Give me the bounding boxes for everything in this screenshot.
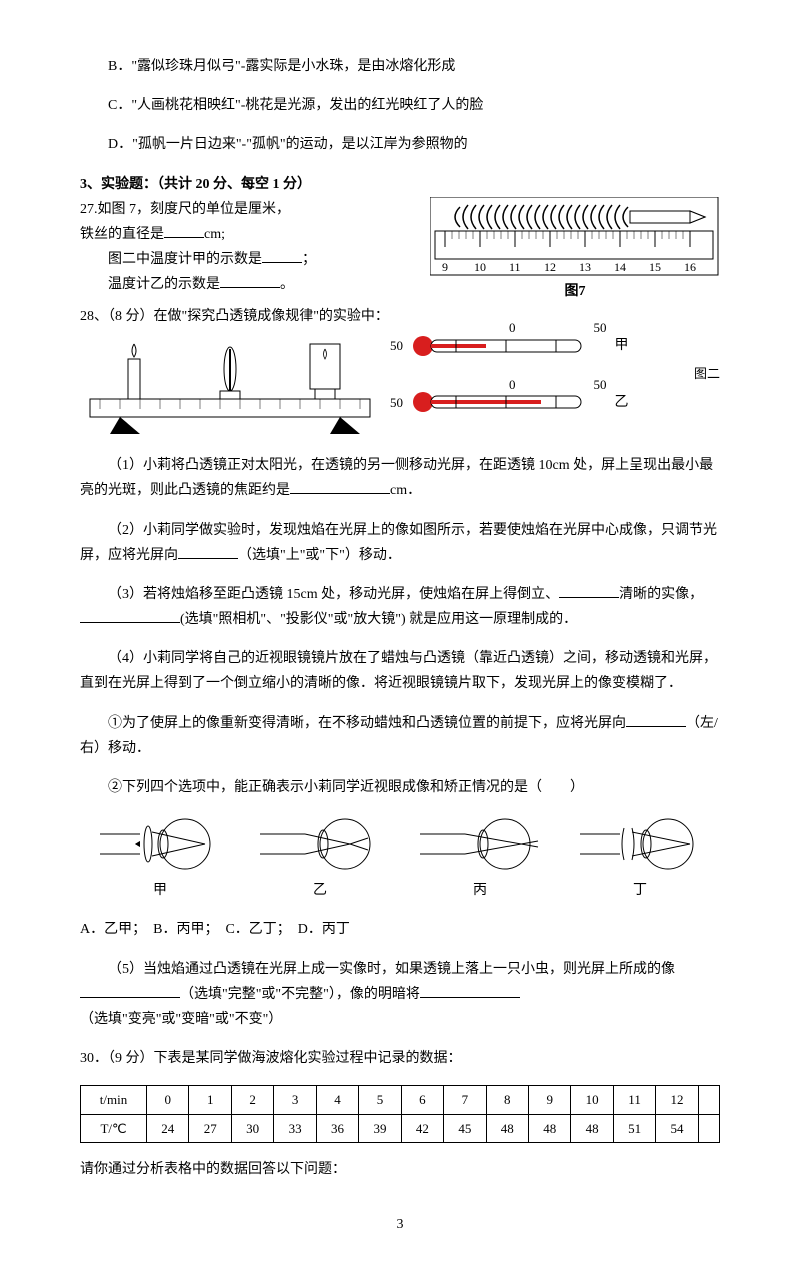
thermometer-b (411, 390, 591, 414)
q28-choices: A．乙甲； B．丙甲； C．乙丁； D．丙丁 (80, 917, 720, 942)
eye-bing (420, 814, 540, 874)
thermo-a-50r: 50 (594, 316, 607, 339)
blank-diameter[interactable] (164, 223, 204, 238)
q28-stem: 28、（8 分）在做"探究凸透镜成像规律"的实验中： (80, 304, 720, 329)
q28-p2: （2）小莉同学做实验时，发现烛焰在光屏上的像如图所示，若要使烛焰在光屏中心成像，… (80, 518, 720, 568)
svg-text:11: 11 (509, 260, 521, 274)
svg-text:9: 9 (442, 260, 448, 274)
svg-text:12: 12 (544, 260, 556, 274)
q28-p4: （4）小莉同学将自己的近视眼镜镜片放在了蜡烛与凸透镜（靠近凸透镜）之间，移动透镜… (80, 646, 720, 696)
thermo-b-label: 乙 (615, 390, 629, 415)
thermo-b-50r: 50 (594, 373, 607, 396)
thermo-b-0: 0 (509, 373, 516, 396)
q30-after: 请你通过分析表格中的数据回答以下问题： (80, 1157, 720, 1182)
optical-bench-figure (80, 329, 380, 439)
thermo-a-50l: 50 (390, 334, 403, 357)
q27-line4: 温度计乙的示数是。 (80, 272, 420, 297)
q27-line3: 图二中温度计甲的示数是； (80, 247, 420, 272)
ruler-caption: 图7 (430, 279, 720, 304)
ruler-figure: 9 10 11 12 13 14 15 16 (430, 197, 720, 277)
thermometer-a (411, 334, 591, 358)
svg-text:15: 15 (649, 260, 661, 274)
blank-complete[interactable] (80, 983, 180, 998)
q28-p3: （3）若将烛焰移至距凸透镜 15cm 处，移动光屏，使烛焰在屏上得倒立、清晰的实… (80, 582, 720, 632)
option-b: B．"露似珍珠月似弓"-露实际是小水珠，是由冰熔化形成 (80, 54, 720, 79)
q30-table: t/min0123456789101112 T/℃242730333639424… (80, 1085, 720, 1143)
blank-bright[interactable] (420, 983, 520, 998)
eye-yi (260, 814, 380, 874)
q28-p5: （5）当烛焰通过凸透镜在光屏上成一实像时，如果透镜上落上一只小虫，则光屏上所成的… (80, 957, 720, 1033)
svg-text:16: 16 (684, 260, 696, 274)
blank-device[interactable] (80, 608, 180, 623)
q27-line2: 铁丝的直径是cm; (80, 222, 420, 247)
eye-diagrams: 甲 乙 丙 丁 (80, 814, 720, 903)
table-row: t/min0123456789101112 (81, 1086, 720, 1114)
svg-text:13: 13 (579, 260, 591, 274)
q28-p4-2: ②下列四个选项中，能正确表示小莉同学近视眼成像和矫正情况的是（ ） (80, 775, 720, 800)
eye-ding (580, 814, 700, 874)
svg-text:14: 14 (614, 260, 626, 274)
blank-image-type[interactable] (559, 583, 619, 598)
thermo-a-label: 甲 (615, 333, 629, 358)
thermo-b-50l: 50 (390, 391, 403, 414)
blank-updown[interactable] (178, 544, 238, 559)
table-row: T/℃24273033363942454848485154 (81, 1114, 720, 1142)
option-c: C．"人画桃花相映红"-桃花是光源，发出的红光映红了人的脸 (80, 93, 720, 118)
q30-stem: 30．（9 分）下表是某同学做海波熔化实验过程中记录的数据： (80, 1046, 720, 1071)
blank-temp-b[interactable] (220, 273, 280, 288)
thermo-caption: 图二 (390, 362, 720, 385)
q27-stem: 27.如图 7，刻度尺的单位是厘米， (80, 197, 420, 222)
thermo-a-0: 0 (509, 316, 516, 339)
blank-temp-a[interactable] (262, 248, 302, 263)
q28-p1: （1）小莉将凸透镜正对太阳光，在透镜的另一侧移动光屏，在距透镜 10cm 处，屏… (80, 453, 720, 503)
svg-text:10: 10 (474, 260, 486, 274)
section3-title: 3、实验题：（共计 20 分、每空 1 分） (80, 172, 720, 197)
option-d: D．"孤帆一片日边来"-"孤帆"的运动，是以江岸为参照物的 (80, 132, 720, 157)
page-number: 3 (80, 1212, 720, 1237)
blank-focal[interactable] (290, 479, 390, 494)
eye-jia (100, 814, 220, 874)
blank-lr[interactable] (626, 712, 686, 727)
q28-p4-1: ①为了使屏上的像重新变得清晰，在不移动蜡烛和凸透镜位置的前提下，应将光屏向（左/… (80, 711, 720, 761)
